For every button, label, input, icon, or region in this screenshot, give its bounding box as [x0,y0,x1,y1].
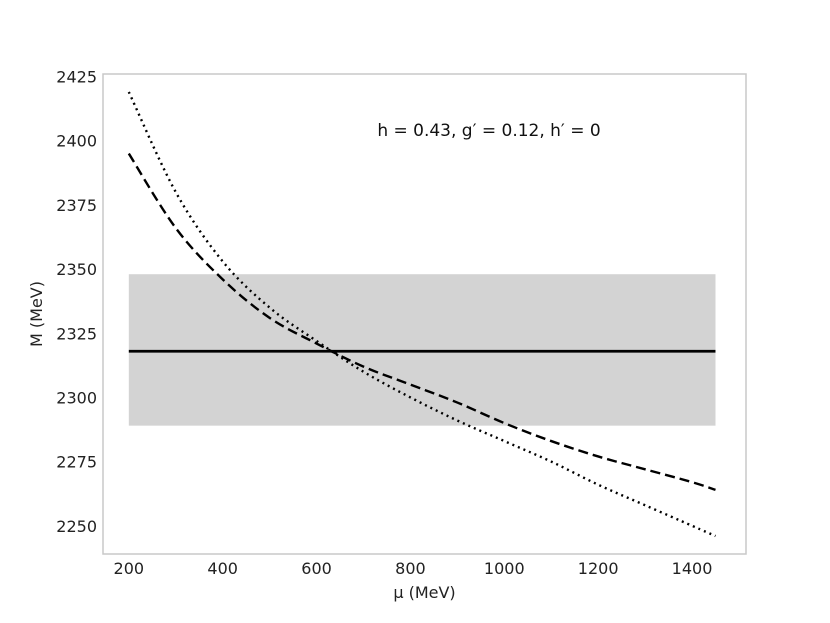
parameter-annotation: h = 0.43, g′ = 0.12, h′ = 0 [377,121,600,141]
x-tick-label: 200 [114,559,145,578]
x-tick-label: 400 [207,559,238,578]
x-tick-label: 1000 [484,559,525,578]
plot-frame [102,73,747,555]
y-tick-label: 2325 [56,324,97,343]
y-tick-label: 2275 [56,453,97,472]
y-tick-label: 2350 [56,260,97,279]
y-tick-label: 2250 [56,517,97,536]
series-line-dashed [127,152,716,491]
y-tick-label: 2300 [56,388,97,407]
series-layer [127,91,716,538]
y-tick-label: 2425 [56,68,97,87]
x-tick-label: 600 [301,559,332,578]
y-tick-labels: 2250 2275 2300 2325 2350 2375 2400 2425 [56,68,97,536]
x-axis-label: μ (MeV) [393,583,455,602]
y-tick-label: 2400 [56,132,97,151]
x-tick-label: 1400 [672,559,713,578]
y-axis-label: M (MeV) [27,281,46,347]
x-tick-labels: 200 400 600 800 1000 1200 1400 [114,559,713,578]
y-tick-label: 2375 [56,196,97,215]
x-tick-label: 1200 [578,559,619,578]
x-tick-label: 800 [395,559,426,578]
